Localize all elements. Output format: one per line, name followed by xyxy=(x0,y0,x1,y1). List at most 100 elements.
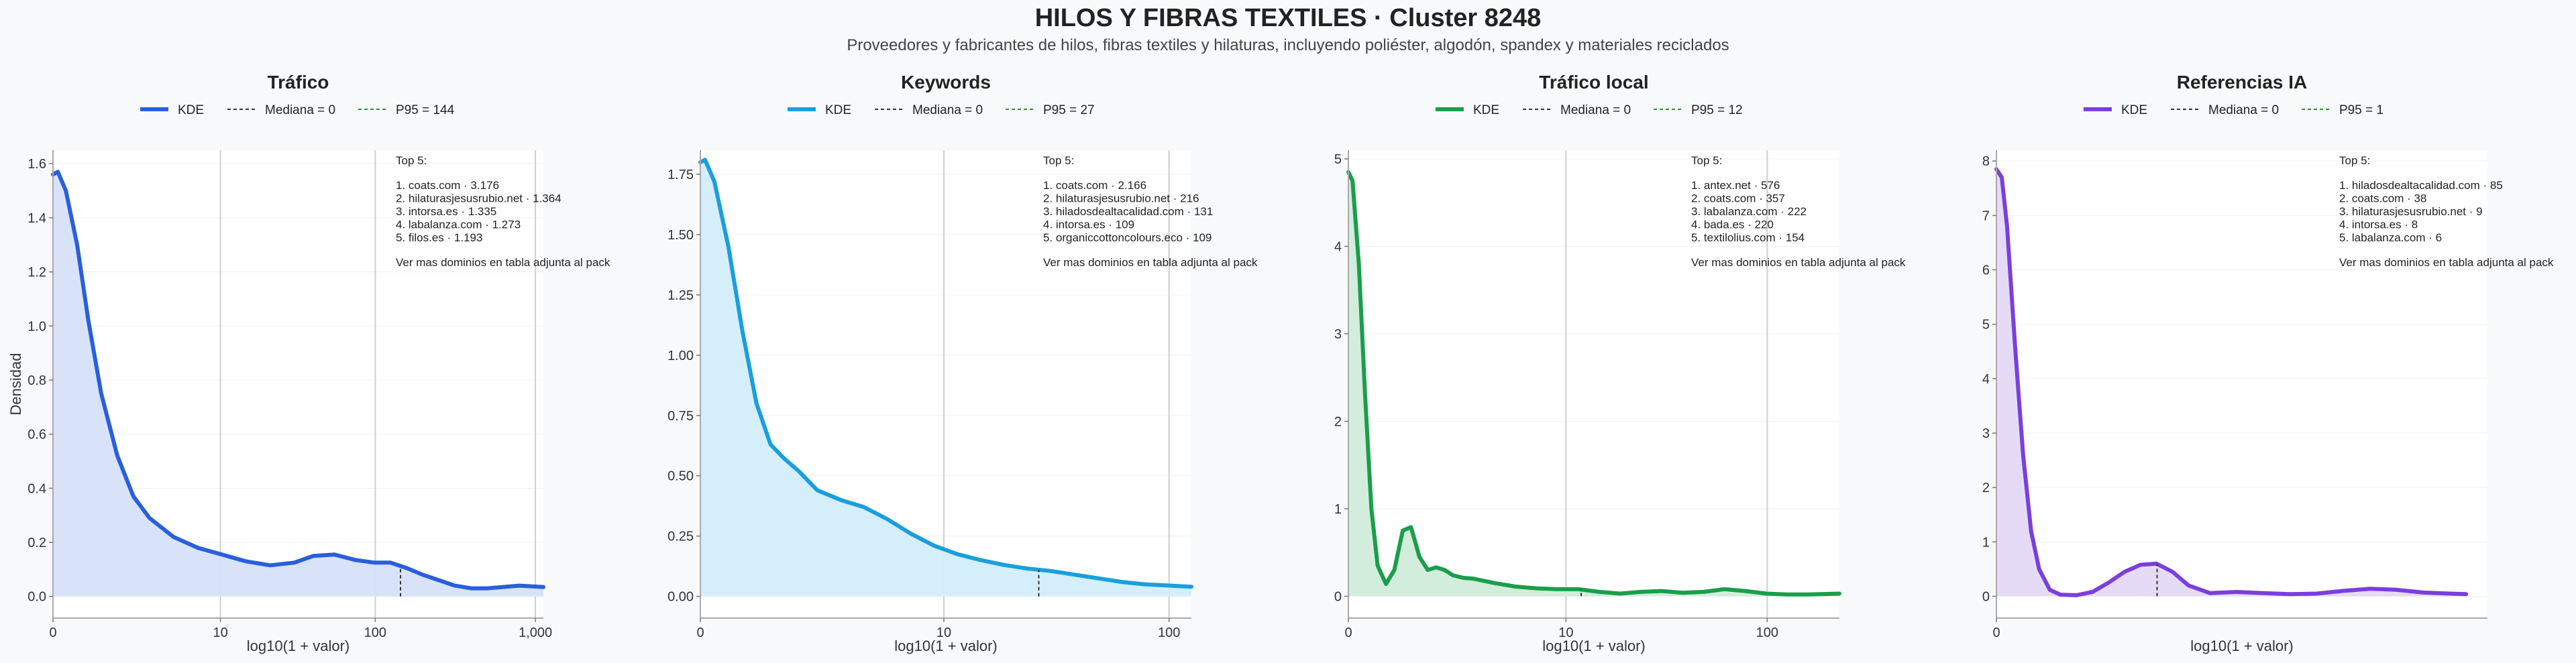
top5-item: 3. labalanza.com · 222 xyxy=(1691,205,1807,218)
legend-median-label: Mediana = 0 xyxy=(265,103,335,117)
top5-footer: Ver mas dominios en tabla adjunta al pac… xyxy=(2339,256,2554,269)
y-tick-label: 1.00 xyxy=(667,349,694,363)
plot-area xyxy=(1996,150,2487,618)
y-tick-label: 0.25 xyxy=(667,530,694,544)
chart-panel-4: Referencias IA KDE Mediana = 0 P95 = 1 0 1 2 3 4… xyxy=(1982,72,2554,654)
x-tick-label: 100 xyxy=(1756,625,1778,640)
page-title: HILOS Y FIBRAS TEXTILES · Cluster 8248 xyxy=(1034,4,1542,32)
top5-item: 3. intorsa.es · 1.335 xyxy=(396,205,496,218)
kde-area xyxy=(53,172,543,597)
x-axis-label: log10(1 + valor) xyxy=(247,638,350,654)
top5-header: Top 5: xyxy=(2339,154,2370,167)
y-tick-label: 0 xyxy=(1982,590,1990,605)
top5-header: Top 5: xyxy=(396,154,427,167)
y-tick-label: 0.8 xyxy=(28,373,46,388)
y-tick-label: 7 xyxy=(1982,208,1990,223)
x-axis-label: log10(1 + valor) xyxy=(894,638,997,654)
chart-panel-3: Tráfico local KDE Mediana = 0 P95 = 12 0 1 2 3 4… xyxy=(1334,72,1906,654)
y-tick-label: 4 xyxy=(1334,240,1342,255)
y-tick-label: 1.0 xyxy=(28,319,46,334)
y-tick-label: 6 xyxy=(1982,263,1990,278)
x-axis-label: log10(1 + valor) xyxy=(1542,638,1645,654)
top5-item: 5. textilolius.com · 154 xyxy=(1691,231,1805,244)
x-tick-label: 0 xyxy=(696,625,704,640)
top5-item: 3. hilaturasjesusrubio.net · 9 xyxy=(2339,205,2483,218)
legend-median-label: Mediana = 0 xyxy=(1560,103,1631,117)
top5-item: 1. antex.net · 576 xyxy=(1691,179,1780,192)
x-tick-label: 100 xyxy=(1158,625,1180,640)
y-tick-label: 1.25 xyxy=(667,288,694,303)
top5-footer: Ver mas dominios en tabla adjunta al pac… xyxy=(1691,256,1906,269)
y-tick-label: 1.75 xyxy=(667,168,694,182)
top5-item: 2. coats.com · 357 xyxy=(1691,192,1785,205)
top5-header: Top 5: xyxy=(1691,154,1722,167)
chart-title: Keywords xyxy=(901,72,991,93)
legend: KDE Mediana = 0 P95 = 12 xyxy=(1436,103,1743,117)
y-tick-label: 1.4 xyxy=(28,211,46,226)
x-tick-label: 0 xyxy=(1992,625,2000,640)
top5-item: 2. hilaturasjesusrubio.net · 216 xyxy=(1043,192,1199,205)
legend-p95-label: P95 = 12 xyxy=(1691,103,1743,117)
x-tick-label: 0 xyxy=(1344,625,1352,640)
legend-kde-label: KDE xyxy=(825,103,851,117)
y-tick-label: 3 xyxy=(1334,327,1342,342)
top5-item: 2. coats.com · 38 xyxy=(2339,192,2426,205)
top5-item: 5. labalanza.com · 6 xyxy=(2339,231,2442,244)
plot-area xyxy=(1348,150,1839,618)
kde-line xyxy=(1346,170,1841,597)
y-tick-label: 3 xyxy=(1982,426,1990,441)
y-tick-label: 1 xyxy=(1982,535,1990,550)
kde-line xyxy=(51,170,545,591)
kde-line xyxy=(698,158,1193,589)
legend-kde-label: KDE xyxy=(178,103,204,117)
chart-title: Tráfico local xyxy=(1539,72,1648,93)
legend: KDE Mediana = 0 P95 = 1 xyxy=(2084,103,2383,117)
top5-item: 4. bada.es · 220 xyxy=(1691,219,1774,231)
top5-item: 4. intorsa.es · 8 xyxy=(2339,219,2418,231)
y-tick-label: 1.2 xyxy=(28,265,46,280)
x-tick-label: 100 xyxy=(364,625,386,640)
x-tick-label: 10 xyxy=(213,625,227,640)
legend-p95-label: P95 = 27 xyxy=(1043,103,1095,117)
y-tick-label: 1.6 xyxy=(28,157,46,172)
y-tick-label: 0.50 xyxy=(667,469,694,484)
y-tick-label: 0.4 xyxy=(28,481,46,496)
chart-panel-2: Keywords KDE Mediana = 0 P95 = 27 0.00 0.25 0.… xyxy=(667,72,1258,654)
kde-line xyxy=(1994,167,2469,597)
top5-item: 5. organiccottoncolours.eco · 109 xyxy=(1043,231,1212,244)
page-subtitle: Proveedores y fabricantes de hilos, fibr… xyxy=(847,36,1729,54)
top5-item: 4. intorsa.es · 109 xyxy=(1043,219,1134,231)
chart-title: Referencias IA xyxy=(2177,72,2308,93)
y-tick-label: 8 xyxy=(1982,154,1990,169)
y-tick-label: 2 xyxy=(1982,481,1990,495)
top5-item: 5. filos.es · 1.193 xyxy=(396,231,482,244)
y-tick-label: 0.75 xyxy=(667,409,694,424)
y-tick-label: 1 xyxy=(1334,502,1342,517)
y-tick-label: 2 xyxy=(1334,414,1342,429)
top5-item: 1. coats.com · 3.176 xyxy=(396,179,499,192)
legend-kde-label: KDE xyxy=(2121,103,2147,117)
legend: KDE Mediana = 0 P95 = 27 xyxy=(788,103,1095,117)
legend-median-label: Mediana = 0 xyxy=(2208,103,2279,117)
top5-item: 1. hiladosdealtacalidad.com · 85 xyxy=(2339,179,2503,192)
legend-kde-label: KDE xyxy=(1473,103,1499,117)
x-tick-label: 10 xyxy=(1558,625,1573,640)
y-tick-label: 4 xyxy=(1982,372,1990,387)
legend-p95-label: P95 = 144 xyxy=(396,103,455,117)
x-tick-label: 0 xyxy=(49,625,56,640)
x-tick-label: 1,000 xyxy=(519,625,552,640)
chart-title: Tráfico xyxy=(268,72,329,93)
y-tick-label: 5 xyxy=(1334,152,1342,167)
top5-item: 1. coats.com · 2.166 xyxy=(1043,179,1146,192)
top5-item: 3. hiladosdealtacalidad.com · 131 xyxy=(1043,205,1213,218)
y-tick-label: 1.50 xyxy=(667,228,694,243)
top5-footer: Ver mas dominios en tabla adjunta al pac… xyxy=(1043,256,1258,269)
top5-footer: Ver mas dominios en tabla adjunta al pac… xyxy=(396,256,610,269)
kde-area xyxy=(700,160,1191,597)
legend-p95-label: P95 = 1 xyxy=(2339,103,2383,117)
y-tick-label: 0.2 xyxy=(28,536,46,550)
